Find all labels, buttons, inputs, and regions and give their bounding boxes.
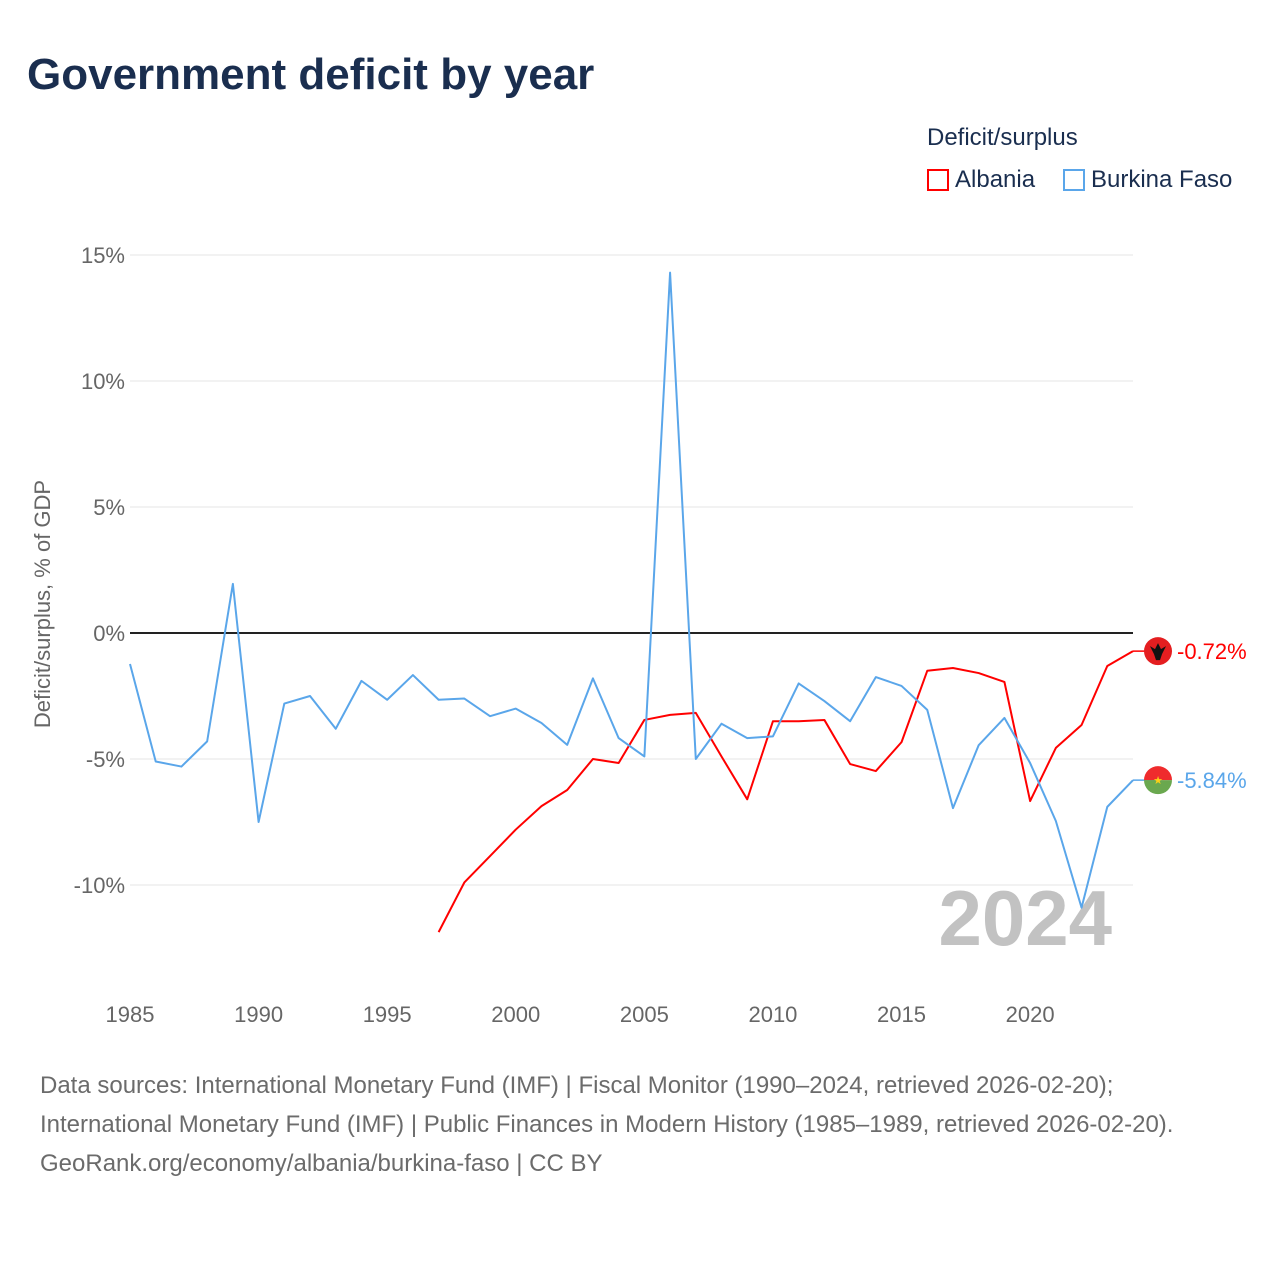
data-point: [1105, 664, 1110, 669]
data-point: [462, 880, 467, 885]
y-tick-label: 15%: [81, 243, 125, 268]
data-point: [899, 740, 904, 745]
data-point: [642, 754, 647, 759]
y-tick-label: 5%: [93, 495, 125, 520]
x-tick-label: 1995: [363, 1002, 412, 1027]
series-line-burkina-faso: [129, 271, 1134, 909]
data-point: [796, 681, 801, 686]
data-point: [590, 676, 595, 681]
data-point: [205, 739, 210, 744]
data-point: [668, 270, 673, 275]
data-point: [1028, 761, 1033, 766]
data-point: [359, 678, 364, 683]
data-point: [513, 827, 518, 832]
data-point: [590, 757, 595, 762]
data-point: [873, 675, 878, 680]
data-point: [848, 762, 853, 767]
data-point: [462, 696, 467, 701]
data-point: [1002, 715, 1007, 720]
data-point: [410, 673, 415, 678]
legend-item-albania[interactable]: Albania: [927, 166, 1035, 194]
data-point: [950, 666, 955, 671]
burkina-faso-flag-top: [1144, 766, 1172, 781]
data-point: [179, 764, 184, 769]
data-point: [1079, 722, 1084, 727]
data-point: [1105, 804, 1110, 809]
legend-title: Deficit/surplus: [927, 124, 1078, 151]
data-point: [950, 806, 955, 811]
data-point: [873, 769, 878, 774]
data-point: [436, 697, 441, 702]
data-point: [488, 714, 493, 719]
data-point: [539, 720, 544, 725]
data-point: [230, 581, 235, 586]
legend-swatch-albania: [927, 169, 949, 191]
data-point: [513, 706, 518, 711]
data-point: [899, 683, 904, 688]
legend-label-burkina-faso: Burkina Faso: [1091, 166, 1233, 193]
x-tick-label: 1985: [106, 1002, 155, 1027]
data-point: [1053, 745, 1058, 750]
data-point: [976, 671, 981, 676]
data-sources: Data sources: International Monetary Fun…: [40, 1072, 1174, 1138]
data-point: [539, 804, 544, 809]
data-point: [848, 719, 853, 724]
data-point: [436, 930, 441, 935]
data-point: [770, 719, 775, 724]
data-point: [616, 761, 621, 766]
y-axis-label: Deficit/surplus, % of GDP: [30, 480, 55, 728]
data-point: [565, 742, 570, 747]
data-point: [719, 754, 724, 759]
data-point: [719, 721, 724, 726]
data-point: [128, 661, 133, 666]
data-point: [925, 707, 930, 712]
data-point: [976, 743, 981, 748]
data-point: [1079, 905, 1084, 910]
y-tick-label: 10%: [81, 369, 125, 394]
chart-plot: 2024 15% 10% 5% 0% -5% -10% 1985 1990 1995 2000 200…: [30, 243, 1247, 1027]
burkina-faso-flag-bottom: [1144, 780, 1172, 795]
data-point: [333, 726, 338, 731]
data-point: [1053, 818, 1058, 823]
y-tick-label: -10%: [74, 873, 125, 898]
x-tick-label: 2000: [491, 1002, 540, 1027]
x-tick-label: 2010: [748, 1002, 797, 1027]
x-tick-label: 2020: [1006, 1002, 1055, 1027]
end-value-label: -0.72%: [1177, 639, 1247, 664]
chart-title: Government deficit by year: [27, 50, 595, 99]
data-point: [668, 712, 673, 717]
y-tick-label: 0%: [93, 621, 125, 646]
attribution-link[interactable]: GeoRank.org/economy/albania/burkina-faso…: [40, 1150, 603, 1177]
data-point: [308, 694, 313, 699]
data-point: [745, 736, 750, 741]
data-point: [693, 757, 698, 762]
data-point: [822, 717, 827, 722]
x-tick-label: 2005: [620, 1002, 669, 1027]
data-point: [1028, 799, 1033, 804]
legend-swatch-burkina-faso: [1063, 169, 1085, 191]
star-icon: ★: [1153, 775, 1163, 787]
data-point: [1002, 679, 1007, 684]
data-point: [385, 697, 390, 702]
data-point: [488, 854, 493, 859]
end-value-label: -5.84%: [1177, 768, 1247, 793]
eagle-icon: [1150, 643, 1166, 661]
y-tick-label: -5%: [86, 747, 125, 772]
data-point: [822, 699, 827, 704]
data-point: [565, 787, 570, 792]
data-point: [256, 820, 261, 825]
source-note: Data sources: International Monetary Fun…: [40, 1066, 1240, 1183]
data-point: [745, 797, 750, 802]
legend-item-burkina-faso[interactable]: Burkina Faso: [1063, 166, 1232, 194]
data-point: [925, 668, 930, 673]
x-tick-label: 1990: [234, 1002, 283, 1027]
data-point: [616, 736, 621, 741]
x-tick-label: 2015: [877, 1002, 926, 1027]
data-point: [796, 719, 801, 724]
data-point: [770, 734, 775, 739]
legend-label-albania: Albania: [955, 166, 1036, 193]
data-point: [282, 701, 287, 706]
year-watermark: 2024: [938, 874, 1112, 962]
data-point: [153, 759, 158, 764]
